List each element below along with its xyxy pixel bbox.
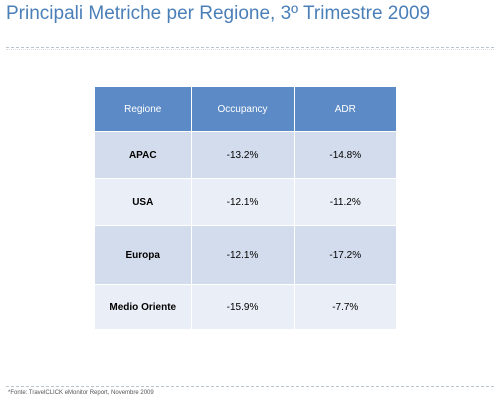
page-title: Principali Metriche per Regione, 3º Trim… (6, 3, 431, 24)
region-cell: Medio Oriente (95, 284, 192, 329)
table-header-row: Regione Occupancy ADR (95, 87, 396, 132)
occupancy-cell: -13.2% (191, 131, 295, 179)
occupancy-cell: -12.1% (191, 178, 295, 226)
adr-cell: -17.2% (294, 225, 396, 285)
table-row: Europa -12.1% -17.2% (95, 225, 396, 285)
metrics-table-container: Regione Occupancy ADR APAC -13.2% -14.8%… (95, 87, 396, 329)
title-divider-secondary (6, 49, 494, 50)
occupancy-cell: -15.9% (191, 284, 295, 329)
column-header-region: Regione (95, 87, 192, 132)
region-cell: Europa (95, 225, 192, 285)
column-header-occupancy: Occupancy (191, 87, 295, 132)
adr-cell: -11.2% (294, 178, 396, 226)
footer-divider (6, 386, 494, 387)
title-divider (6, 47, 494, 48)
table-row: APAC -13.2% -14.8% (95, 131, 396, 179)
source-footnote: *Fonte: TravelCLICK eMonitor Report, Nov… (8, 390, 154, 396)
table-row: Medio Oriente -15.9% -7.7% (95, 284, 396, 329)
table-row: USA -12.1% -11.2% (95, 178, 396, 226)
region-cell: USA (95, 178, 192, 226)
occupancy-cell: -12.1% (191, 225, 295, 285)
column-header-adr: ADR (294, 87, 396, 132)
adr-cell: -14.8% (294, 131, 396, 179)
region-cell: APAC (95, 131, 192, 179)
metrics-table: Regione Occupancy ADR APAC -13.2% -14.8%… (95, 87, 396, 329)
adr-cell: -7.7% (294, 284, 396, 329)
